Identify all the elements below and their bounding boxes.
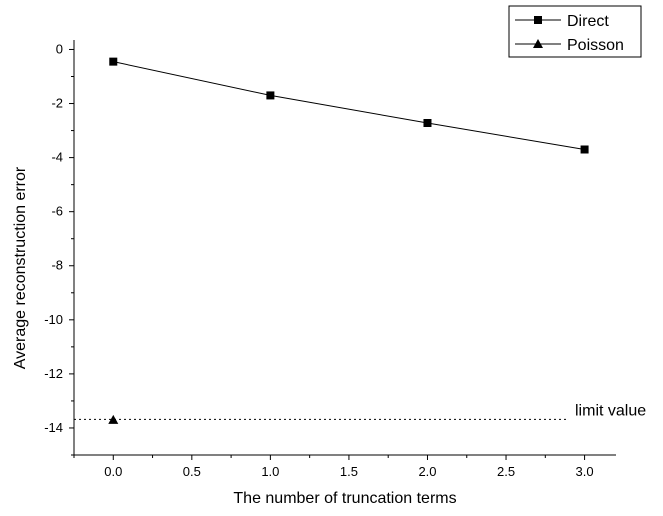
x-tick-label: 0.5 [183,464,201,479]
plot-area: 0.0 0.5 1.0 1.5 2.0 2.5 3.0 0 -2 -4 -6 -8 -10 -12 -14… [44,40,646,479]
y-tick-label: -8 [51,258,63,273]
series-layer [108,57,589,424]
y-tick-label: 0 [56,41,63,56]
y-axis-title: Average reconstruction error [12,166,29,369]
limit-value-label: limit value [575,402,646,419]
direct-point [423,119,432,127]
y-tick-label: -4 [51,150,63,165]
y-tick-label: -14 [44,420,63,435]
x-tick-label: 2.5 [497,464,515,479]
y-tick-label: -12 [44,366,63,381]
x-tick-label: 3.0 [576,464,594,479]
legend-box [508,5,642,58]
legend-direct-label: Direct [567,13,609,30]
x-axis-title: The number of truncation terms [233,490,456,507]
x-tick-label: 0.0 [104,464,122,479]
direct-point [580,145,589,154]
direct-point [109,57,118,66]
legend-direct-marker [534,16,542,24]
y-tick-label: -10 [44,312,63,327]
direct-series-line [113,61,585,150]
x-tick-label: 1.5 [340,464,358,479]
y-tick-label: -6 [51,204,63,219]
x-tick-label: 2.0 [418,464,436,479]
legend-poisson-marker [533,39,543,48]
poisson-point [108,414,119,424]
legend: Direct Poisson [508,5,642,58]
y-ticks: 0 -2 -4 -6 -8 -10 -12 -14 [44,41,74,456]
x-ticks: 0.0 0.5 1.0 1.5 2.0 2.5 3.0 [73,455,594,479]
direct-point [266,91,275,100]
y-tick-label: -2 [51,96,63,111]
x-tick-label: 1.0 [261,464,279,479]
legend-poisson-label: Poisson [567,37,624,54]
